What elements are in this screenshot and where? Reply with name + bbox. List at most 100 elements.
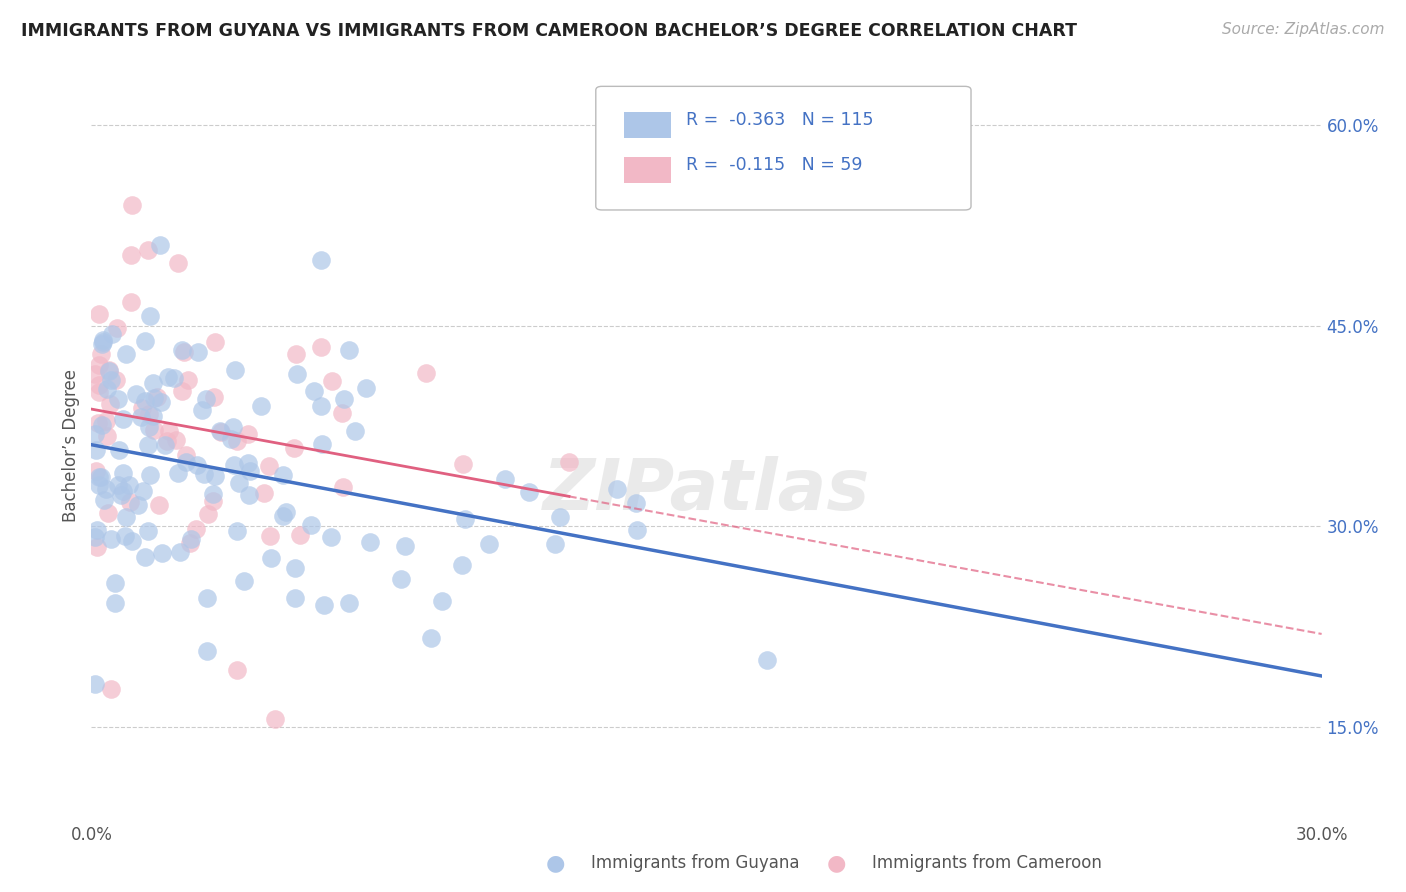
Point bbox=[107, 477, 129, 491]
Text: Immigrants from Cameroon: Immigrants from Cameroon bbox=[872, 855, 1101, 872]
Text: IMMIGRANTS FROM GUYANA VS IMMIGRANTS FROM CAMEROON BACHELOR’S DEGREE CORRELATION: IMMIGRANTS FROM GUYANA VS IMMIGRANTS FRO… bbox=[21, 22, 1077, 40]
Point bbox=[129, 409, 152, 424]
Point bbox=[238, 464, 260, 478]
Point bbox=[517, 484, 540, 499]
Text: ●: ● bbox=[827, 854, 846, 873]
Point bbox=[90, 337, 112, 351]
Point bbox=[236, 456, 259, 470]
Point bbox=[359, 534, 381, 549]
Point bbox=[84, 426, 107, 441]
Text: R =  -0.363   N = 115: R = -0.363 N = 115 bbox=[686, 112, 873, 129]
Point bbox=[606, 482, 628, 496]
Point bbox=[93, 492, 115, 507]
Point bbox=[143, 391, 166, 405]
Point bbox=[163, 371, 186, 385]
Text: Source: ZipAtlas.com: Source: ZipAtlas.com bbox=[1222, 22, 1385, 37]
Point bbox=[157, 370, 180, 384]
Point bbox=[201, 494, 224, 508]
Point bbox=[111, 467, 134, 481]
Point bbox=[170, 384, 193, 398]
Point bbox=[84, 367, 107, 381]
Point bbox=[131, 401, 153, 415]
Point bbox=[136, 524, 159, 539]
Point bbox=[136, 438, 159, 452]
Point bbox=[284, 591, 307, 606]
Point bbox=[232, 574, 254, 588]
Point bbox=[98, 397, 121, 411]
Point bbox=[87, 469, 110, 483]
Point bbox=[169, 545, 191, 559]
Point bbox=[187, 345, 209, 359]
Point bbox=[263, 713, 285, 727]
Point bbox=[87, 377, 110, 392]
Point bbox=[194, 392, 217, 406]
Point bbox=[89, 307, 111, 321]
Point bbox=[111, 412, 134, 426]
Point bbox=[177, 373, 200, 387]
Point bbox=[149, 395, 172, 409]
Point bbox=[271, 508, 294, 523]
Point bbox=[148, 498, 170, 512]
Point bbox=[394, 539, 416, 553]
Point bbox=[86, 540, 108, 554]
Point bbox=[494, 472, 516, 486]
Point bbox=[224, 363, 246, 377]
Point bbox=[107, 392, 129, 407]
Point bbox=[97, 506, 120, 520]
Point bbox=[96, 382, 118, 396]
Point bbox=[299, 518, 322, 533]
Point bbox=[195, 644, 218, 658]
Point bbox=[90, 418, 112, 433]
Point bbox=[107, 442, 129, 457]
Point bbox=[134, 334, 156, 348]
Point bbox=[90, 470, 112, 484]
Point bbox=[238, 488, 260, 502]
Point bbox=[121, 198, 143, 212]
Point bbox=[624, 496, 647, 510]
Point bbox=[219, 432, 242, 446]
Point bbox=[167, 256, 190, 270]
Point bbox=[228, 476, 250, 491]
Point bbox=[222, 419, 245, 434]
Point bbox=[132, 483, 155, 498]
Point bbox=[257, 458, 280, 473]
Point bbox=[389, 572, 412, 586]
Point bbox=[142, 409, 165, 424]
Text: Immigrants from Guyana: Immigrants from Guyana bbox=[591, 855, 799, 872]
Point bbox=[225, 434, 247, 448]
Point bbox=[283, 441, 305, 455]
Point bbox=[87, 416, 110, 430]
Point bbox=[454, 512, 477, 526]
Point bbox=[309, 252, 332, 267]
Point bbox=[138, 407, 160, 421]
Point bbox=[118, 495, 141, 509]
Point bbox=[179, 535, 201, 549]
Point bbox=[121, 248, 143, 262]
FancyBboxPatch shape bbox=[624, 157, 671, 183]
Point bbox=[100, 681, 122, 696]
Point bbox=[226, 524, 249, 539]
Point bbox=[226, 663, 249, 677]
Point bbox=[84, 530, 107, 544]
Point bbox=[180, 533, 202, 547]
Point bbox=[311, 400, 333, 414]
Point bbox=[84, 464, 107, 478]
Point bbox=[115, 346, 138, 360]
Point bbox=[284, 347, 307, 361]
Point bbox=[104, 596, 127, 610]
Point bbox=[139, 468, 162, 483]
Point bbox=[115, 509, 138, 524]
Point bbox=[304, 384, 326, 399]
Point bbox=[117, 478, 139, 492]
Point bbox=[333, 392, 356, 406]
Point bbox=[114, 529, 136, 543]
Point bbox=[90, 347, 112, 361]
Point bbox=[193, 467, 215, 482]
Point bbox=[332, 406, 354, 420]
Point bbox=[337, 343, 360, 357]
Point bbox=[125, 387, 148, 401]
Point bbox=[191, 403, 214, 417]
Text: ●: ● bbox=[546, 854, 565, 873]
Point bbox=[156, 434, 179, 448]
Point bbox=[89, 385, 111, 400]
